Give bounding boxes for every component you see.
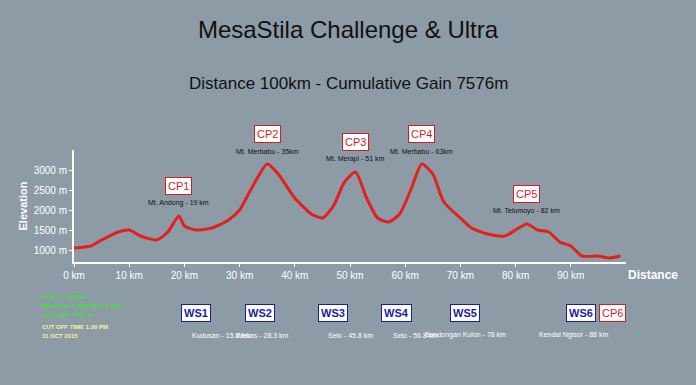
svg-text:Distance: Distance [628, 268, 678, 282]
svg-text:60 km: 60 km [392, 270, 419, 281]
svg-text:70 km: 70 km [447, 270, 474, 281]
svg-text:Mt. Merbabu - 35km: Mt. Merbabu - 35km [236, 148, 299, 155]
svg-text:Mt. Andong - 19 km: Mt. Andong - 19 km [148, 199, 209, 207]
svg-text:km 0-100 / 7576 m: km 0-100 / 7576 m [42, 312, 93, 318]
svg-text:2500 m: 2500 m [34, 185, 67, 196]
svg-text:20 km: 20 km [171, 270, 198, 281]
svg-text:2000 m: 2000 m [34, 205, 67, 216]
svg-text:CP2: CP2 [257, 128, 278, 140]
svg-text:CP5: CP5 [516, 188, 537, 200]
svg-text:CP6: CP6 [602, 307, 623, 319]
svg-text:CP4: CP4 [411, 128, 432, 140]
svg-text:10 km: 10 km [116, 270, 143, 281]
svg-text:CP1: CP1 [168, 180, 189, 192]
svg-text:Selo - 56.8 km: Selo - 56.8 km [393, 332, 438, 339]
svg-text:Kudusan - 15.8 km: Kudusan - 15.8 km [192, 332, 251, 339]
svg-text:1500 m: 1500 m [34, 225, 67, 236]
svg-text:Wekas - 28.3 km: Wekas - 28.3 km [236, 332, 289, 339]
svg-text:Selo - 45.8 km: Selo - 45.8 km [328, 332, 373, 339]
svg-text:90 km: 90 km [557, 270, 584, 281]
svg-text:1000 m: 1000 m [34, 245, 67, 256]
svg-text:11 OCT 2015: 11 OCT 2015 [42, 333, 78, 339]
svg-text:50 km: 50 km [336, 270, 363, 281]
svg-text:30 km: 30 km [226, 270, 253, 281]
svg-text:Kendal Ngisor - 88 km: Kendal Ngisor - 88 km [539, 331, 608, 339]
svg-text:Mt. Merapi - 51 km: Mt. Merapi - 51 km [326, 155, 385, 163]
svg-text:CUT OFF TIME 1.00 PM: CUT OFF TIME 1.00 PM [42, 324, 108, 330]
svg-text:WS2: WS2 [248, 307, 272, 319]
svg-text:Distance 100km - Cumulative Ga: Distance 100km - Cumulative Gain 7576m [189, 74, 508, 93]
svg-text:Mt. Telomoyo - 82 km: Mt. Telomoyo - 82 km [493, 207, 560, 215]
svg-text:WS5: WS5 [453, 307, 477, 319]
svg-text:0 km: 0 km [63, 270, 85, 281]
svg-text:80 km: 80 km [502, 270, 529, 281]
svg-text:WS4: WS4 [384, 307, 409, 319]
svg-text:WS6: WS6 [569, 307, 593, 319]
svg-text:MESASTILA RESORT & SPA: MESASTILA RESORT & SPA [42, 303, 123, 309]
svg-text:CP3: CP3 [345, 136, 366, 148]
svg-text:3000 m: 3000 m [34, 165, 67, 176]
svg-text:WS1: WS1 [184, 307, 208, 319]
svg-text:WS3: WS3 [321, 307, 345, 319]
svg-text:40 km: 40 km [281, 270, 308, 281]
svg-text:Elevation: Elevation [17, 181, 29, 230]
svg-text:MesaStila Challenge & Ultra: MesaStila Challenge & Ultra [198, 16, 499, 43]
svg-text:Bandongan Kulon - 78 km: Bandongan Kulon - 78 km [425, 331, 506, 339]
svg-text:Mt. Merbabu - 63km: Mt. Merbabu - 63km [390, 148, 453, 155]
svg-text:START - FINISH: START - FINISH [42, 294, 87, 300]
